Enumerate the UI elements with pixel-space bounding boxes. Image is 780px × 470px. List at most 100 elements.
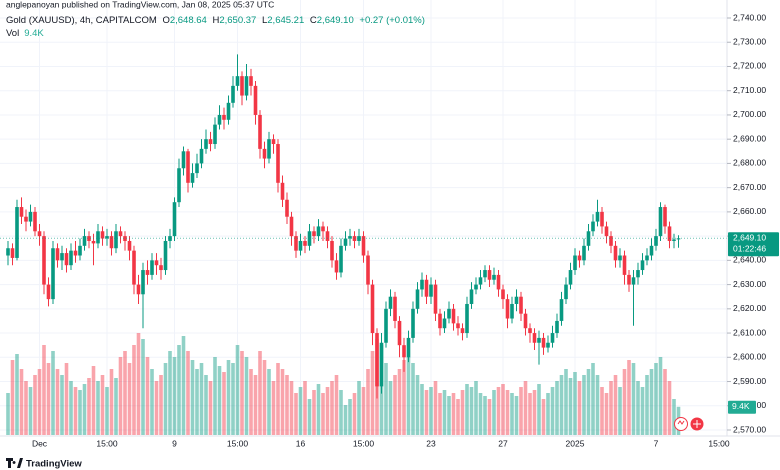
volume-bar [316,384,321,435]
low-value: 2,645.21 [267,15,304,26]
candle-body [15,207,19,258]
candle-body [42,236,46,285]
volume-bar [37,369,42,435]
volume-bar [325,387,330,435]
candle-body [51,248,55,300]
volume-bar [280,369,285,435]
candle-body [249,76,253,86]
candle-body [226,102,231,120]
x-tick-label: 15:00 [227,438,249,448]
event-icon[interactable] [674,417,688,431]
countdown: 01:22:46 [733,244,766,254]
volume-badge [728,400,756,414]
volume-bar [114,378,118,435]
y-tick-label: 2,680.00 [733,158,766,168]
volume-bar [600,387,604,435]
candle-body [87,236,91,241]
volume-bar [181,336,186,435]
candle-body [235,76,240,86]
volume-bar [28,387,33,435]
volume-bar [631,363,636,435]
volume-bar [33,375,37,435]
brand-logo [6,458,23,468]
volume-bar [510,393,514,435]
candle-body [168,236,172,241]
x-tick-label: 2025 [566,438,585,448]
last-price-label: 2,649.10 [733,233,766,243]
volume-bar [60,375,64,435]
candle-body [388,296,393,309]
candle-body [469,289,474,304]
candle-body [627,274,631,285]
candle-body [177,168,181,203]
candle-body [366,255,370,285]
x-tick-label: 7 [654,438,659,448]
candle-body [433,284,438,314]
candle-body [501,289,505,300]
candle-body [505,299,510,319]
volume-bar [298,387,303,435]
volume-bar [154,381,159,435]
candle-body [676,238,681,240]
volume-bar [118,357,123,435]
candle-body [654,236,658,246]
volume-bar [46,363,51,435]
candle-body [397,320,402,346]
volume-bar [240,351,244,435]
volume-bar [69,381,73,435]
volume-bar [330,381,334,435]
y-tick-label: 2,600.00 [733,352,766,362]
candle-body [447,308,451,319]
volume-bar [145,357,150,435]
volume-bar [447,396,451,435]
candle-body [465,303,469,334]
candle-body [114,231,118,249]
candle-body [213,124,217,145]
volume-bar [492,390,496,435]
candle-body [420,279,424,290]
volume-bar [253,375,258,435]
volume-bar [663,369,667,435]
candle-body [298,240,303,251]
candle-body [321,226,325,232]
candle-body [451,308,456,324]
x-tick-label: 27 [498,438,508,448]
volume-bar [537,384,541,435]
y-tick-label: 2,690.00 [733,133,766,143]
volume-bar [645,375,649,435]
change: +0.27 (+0.01%) [359,15,425,26]
volume-bar [24,381,28,435]
volume-bar [51,351,55,435]
volume-bar [505,390,510,435]
volume-bar [190,360,195,435]
candle-body [474,284,478,290]
candle-body [276,144,280,183]
volume-bar [609,381,613,435]
published-line: anglepanoyan published on TradingView.co… [6,0,274,9]
volume-bar [564,369,568,435]
candle-body [100,231,105,239]
volume-bar [177,345,181,435]
volume-bar [397,369,402,435]
volume-bar [87,378,91,435]
candle-body [46,284,51,300]
volume-bar [474,381,478,435]
volume-bar [55,369,60,435]
volume-bar [208,381,213,435]
volume-bar [640,387,645,435]
candle-body [28,211,33,222]
candle-body [123,236,127,241]
candle-body [105,236,109,239]
volume-bar [10,360,15,435]
candle-body [393,296,397,321]
candle-body [96,231,100,244]
volume-bar [577,381,582,435]
candle-body [438,313,442,329]
candle-body [231,85,235,103]
close-value: 2,649.10 [317,15,354,26]
close-label: C [310,15,317,26]
candle-body [411,308,415,338]
candle-body [78,245,82,256]
candle-body [541,337,546,348]
